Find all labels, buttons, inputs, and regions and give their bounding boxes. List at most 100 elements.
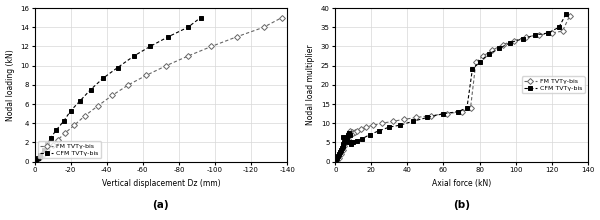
FM TVTγ-bis — [346, 130, 353, 132]
FM TVTγ-bis — [55, 138, 62, 141]
CFM TVTγ-bis — [35, 156, 42, 159]
CFM TVTγ-bis — [397, 124, 404, 126]
CFM TVTγ-bis — [339, 145, 346, 148]
FM TVTγ-bis — [510, 39, 517, 42]
FM TVTγ-bis — [109, 94, 116, 97]
CFM TVTγ-bis — [336, 151, 343, 153]
Line: FM TVTγ-bis: FM TVTγ-bis — [333, 14, 572, 164]
CFM TVTγ-bis — [476, 61, 483, 63]
FM TVTγ-bis — [94, 105, 101, 107]
FM TVTγ-bis — [44, 149, 51, 151]
CFM TVTγ-bis — [341, 141, 348, 144]
FM TVTγ-bis — [260, 26, 267, 29]
FM TVTγ-bis — [535, 34, 542, 36]
FM TVTγ-bis — [348, 130, 355, 133]
CFM TVTγ-bis — [350, 141, 357, 144]
CFM TVTγ-bis — [347, 143, 354, 146]
FM TVTγ-bis — [389, 120, 397, 123]
CFM TVTγ-bis — [343, 139, 350, 142]
FM TVTγ-bis — [467, 106, 474, 109]
FM TVTγ-bis — [37, 156, 44, 158]
Line: FM TVTγ-bis: FM TVTγ-bis — [32, 16, 284, 164]
CFM TVTγ-bis — [44, 143, 51, 146]
CFM TVTγ-bis — [556, 26, 563, 29]
FM TVTγ-bis — [352, 130, 359, 133]
FM TVTγ-bis — [566, 15, 574, 17]
CFM TVTγ-bis — [164, 35, 172, 38]
CFM TVTγ-bis — [519, 37, 526, 40]
FM TVTγ-bis — [35, 158, 42, 160]
CFM TVTγ-bis — [87, 88, 94, 91]
FM TVTγ-bis — [125, 84, 132, 86]
CFM TVTγ-bis — [345, 132, 352, 134]
FM TVTγ-bis — [343, 141, 350, 144]
CFM TVTγ-bis — [344, 133, 352, 136]
CFM TVTγ-bis — [33, 158, 40, 161]
X-axis label: Vertical displacement Dz (mm): Vertical displacement Dz (mm) — [101, 179, 220, 188]
CFM TVTγ-bis — [340, 143, 347, 146]
FM TVTγ-bis — [400, 118, 407, 121]
CFM TVTγ-bis — [335, 153, 343, 155]
FM TVTγ-bis — [488, 49, 496, 52]
CFM TVTγ-bis — [334, 156, 341, 159]
CFM TVTγ-bis — [496, 47, 503, 50]
CFM TVTγ-bis — [343, 135, 350, 138]
Legend: FM TVTγ-bis, CFM TVTγ-bis: FM TVTγ-bis, CFM TVTγ-bis — [521, 76, 584, 93]
FM TVTγ-bis — [523, 35, 530, 38]
FM TVTγ-bis — [353, 130, 361, 132]
FM TVTγ-bis — [499, 43, 506, 46]
FM TVTγ-bis — [332, 160, 339, 163]
FM TVTγ-bis — [233, 35, 240, 38]
FM TVTγ-bis — [370, 124, 377, 126]
FM TVTγ-bis — [334, 158, 341, 161]
CFM TVTγ-bis — [454, 110, 461, 113]
FM TVTγ-bis — [49, 144, 56, 147]
CFM TVTγ-bis — [146, 45, 154, 48]
FM TVTγ-bis — [337, 153, 344, 155]
FM TVTγ-bis — [62, 132, 69, 134]
FM TVTγ-bis — [443, 112, 451, 115]
CFM TVTγ-bis — [440, 112, 447, 115]
CFM TVTγ-bis — [353, 139, 361, 142]
CFM TVTγ-bis — [130, 55, 137, 57]
Y-axis label: Nodal load multiplier: Nodal load multiplier — [306, 44, 315, 125]
FM TVTγ-bis — [163, 64, 170, 67]
FM TVTγ-bis — [559, 30, 566, 32]
FM TVTγ-bis — [143, 74, 150, 77]
CFM TVTγ-bis — [463, 106, 470, 109]
CFM TVTγ-bis — [60, 120, 67, 123]
CFM TVTγ-bis — [184, 26, 191, 29]
Y-axis label: Nodal loading (kN): Nodal loading (kN) — [5, 49, 14, 121]
FM TVTγ-bis — [341, 145, 348, 148]
CFM TVTγ-bis — [409, 120, 416, 123]
CFM TVTγ-bis — [563, 13, 570, 15]
CFM TVTγ-bis — [375, 130, 382, 132]
CFM TVTγ-bis — [100, 77, 107, 79]
FM TVTγ-bis — [278, 16, 286, 19]
FM TVTγ-bis — [71, 124, 78, 126]
CFM TVTγ-bis — [506, 41, 514, 44]
Text: (a): (a) — [152, 200, 169, 210]
CFM TVTγ-bis — [31, 160, 38, 163]
FM TVTγ-bis — [82, 114, 89, 117]
CFM TVTγ-bis — [197, 16, 204, 19]
FM TVTγ-bis — [472, 61, 479, 63]
FM TVTγ-bis — [208, 45, 215, 48]
FM TVTγ-bis — [357, 128, 364, 130]
X-axis label: Axial force (kN): Axial force (kN) — [432, 179, 491, 188]
FM TVTγ-bis — [345, 132, 352, 134]
CFM TVTγ-bis — [340, 135, 347, 138]
CFM TVTγ-bis — [366, 133, 373, 136]
CFM TVTγ-bis — [40, 149, 47, 151]
FM TVTγ-bis — [339, 149, 346, 151]
CFM TVTγ-bis — [53, 129, 60, 131]
CFM TVTγ-bis — [76, 100, 83, 103]
CFM TVTγ-bis — [469, 68, 476, 71]
CFM TVTγ-bis — [114, 66, 121, 69]
CFM TVTγ-bis — [341, 137, 349, 140]
FM TVTγ-bis — [40, 153, 47, 155]
CFM TVTγ-bis — [47, 136, 55, 139]
CFM TVTγ-bis — [334, 154, 341, 157]
Text: (b): (b) — [453, 200, 470, 210]
CFM TVTγ-bis — [67, 109, 74, 112]
